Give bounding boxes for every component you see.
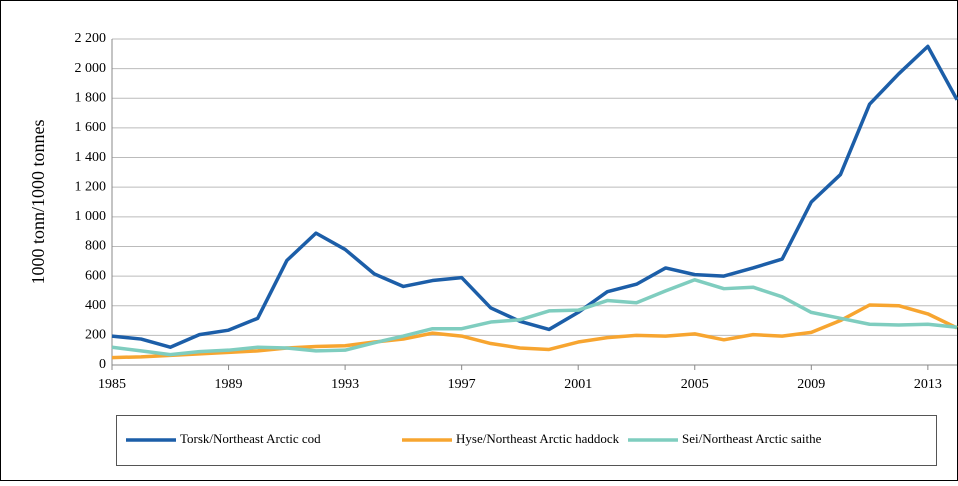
x-tick-label: 2009 <box>797 377 825 392</box>
legend-label: Hyse/Northeast Arctic haddock <box>456 431 620 446</box>
legend-label: Sei/Northeast Arctic saithe <box>682 431 822 446</box>
y-tick-label: 2 200 <box>75 31 107 46</box>
y-tick-label: 1 200 <box>75 179 107 194</box>
y-axis-label: 1000 tonn/1000 tonnes <box>28 120 48 285</box>
y-tick-label: 1 000 <box>75 209 107 224</box>
y-tick-label: 1 400 <box>75 150 107 165</box>
y-tick-label: 2 000 <box>75 61 107 76</box>
series-line <box>111 303 958 360</box>
x-tick-label: 1989 <box>215 377 243 392</box>
legend-box <box>116 415 937 466</box>
x-tick-label: 1993 <box>331 377 359 392</box>
y-tick-label: 800 <box>85 239 106 254</box>
y-tick-label: 400 <box>85 298 106 313</box>
y-tick-label: 600 <box>85 268 106 283</box>
y-tick-label: 1 600 <box>75 120 107 135</box>
y-tick-label: 200 <box>85 328 106 343</box>
x-tick-label: 2001 <box>564 377 592 392</box>
x-tick-label: 1997 <box>448 377 476 392</box>
series-line <box>111 44 958 349</box>
series-line <box>111 278 958 357</box>
y-tick-label: 0 <box>99 357 106 372</box>
x-tick-label: 1985 <box>98 377 126 392</box>
x-tick-label: 2013 <box>914 377 942 392</box>
y-tick-label: 1 800 <box>75 90 107 105</box>
x-tick-label: 2005 <box>681 377 709 392</box>
legend-label: Torsk/Northeast Arctic cod <box>180 431 321 446</box>
